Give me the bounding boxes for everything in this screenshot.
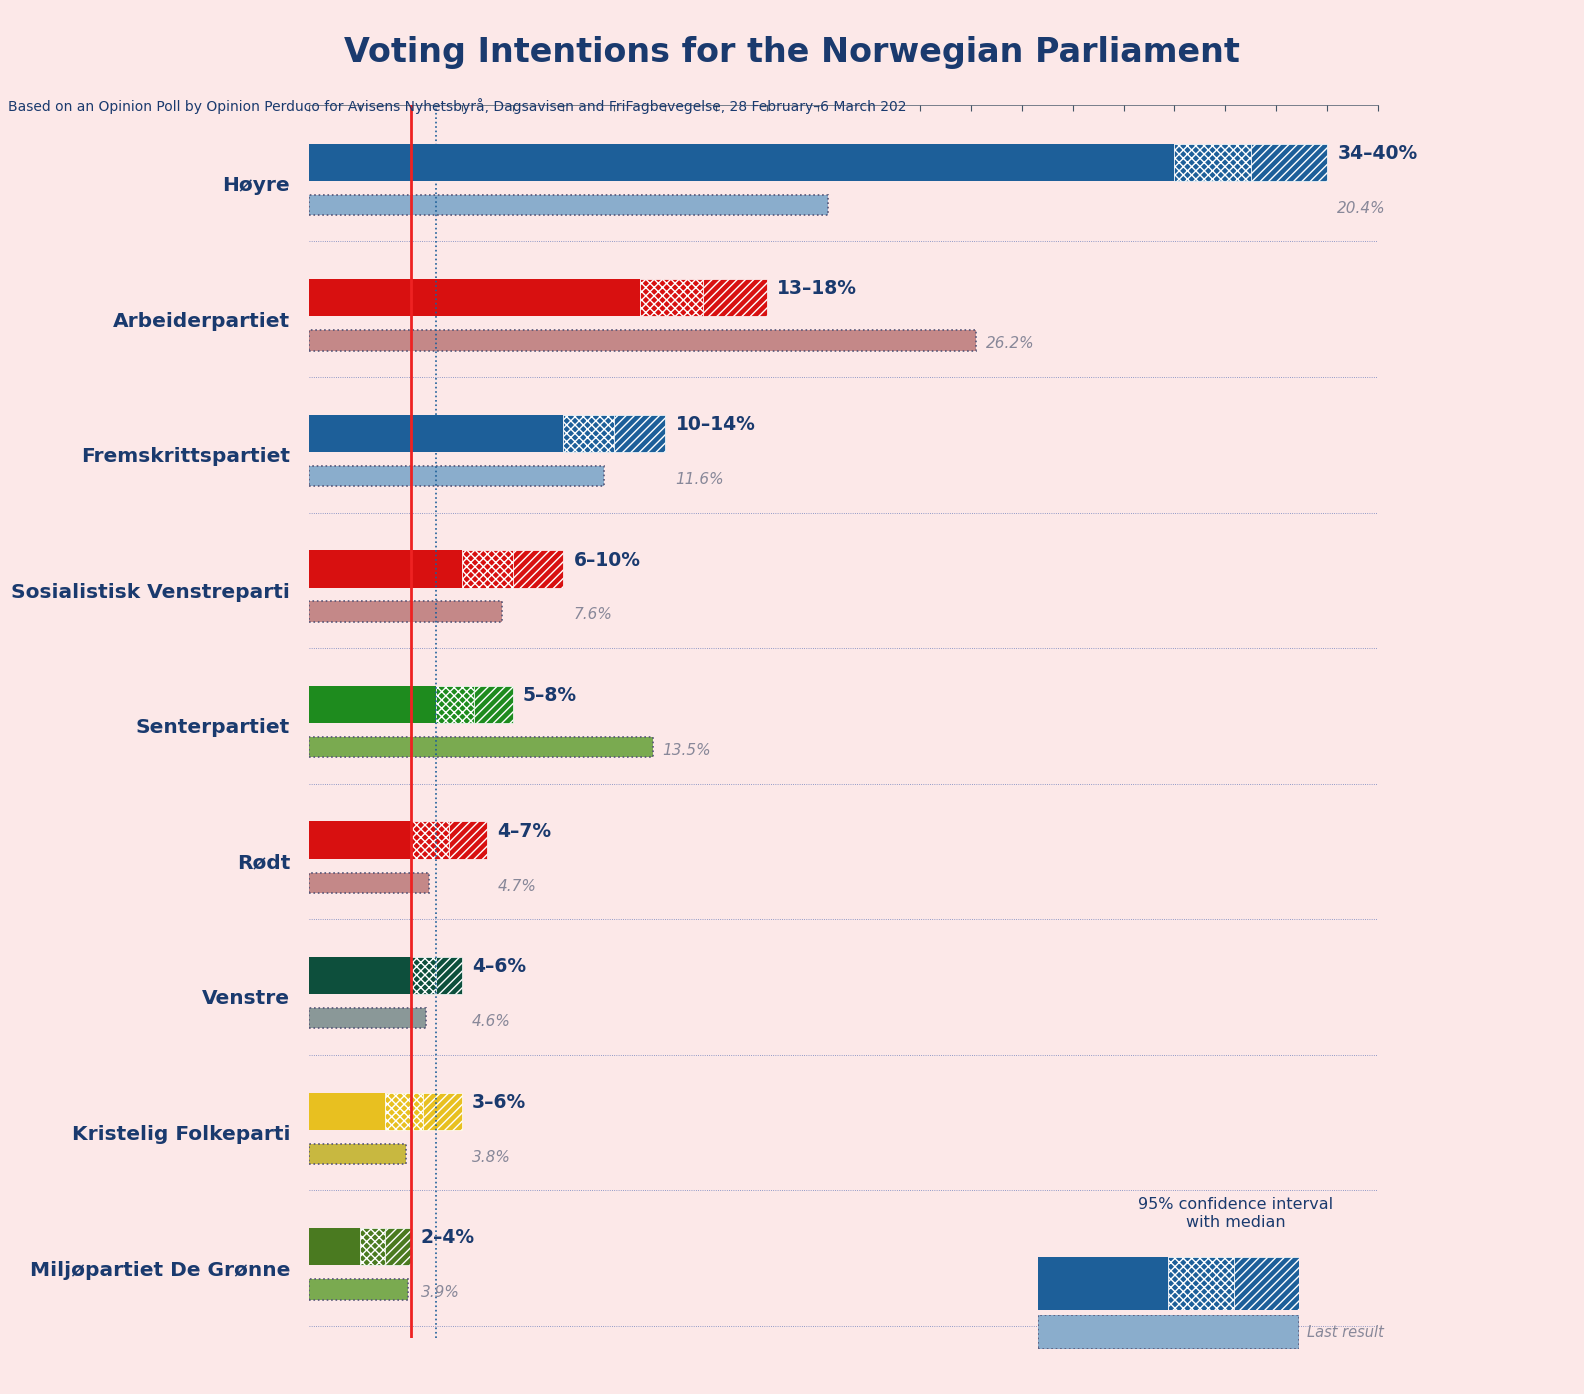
Bar — [703, 279, 767, 316]
Bar — [436, 686, 474, 723]
Bar — [640, 279, 703, 316]
Text: 13.5%: 13.5% — [662, 743, 711, 758]
Bar — [309, 737, 653, 757]
Bar — [309, 873, 429, 894]
Text: 4.7%: 4.7% — [497, 878, 535, 894]
Bar — [309, 1143, 406, 1164]
Text: 4.6%: 4.6% — [472, 1015, 510, 1029]
Bar — [385, 1093, 423, 1129]
Bar — [360, 1228, 385, 1266]
Text: 5–8%: 5–8% — [523, 686, 577, 705]
Text: 7.6%: 7.6% — [573, 608, 613, 623]
Bar — [309, 686, 436, 723]
Bar — [309, 144, 1174, 181]
Text: 3–6%: 3–6% — [472, 1093, 526, 1112]
Bar — [410, 821, 448, 859]
Bar — [1251, 144, 1327, 181]
Bar — [309, 414, 564, 452]
Bar — [309, 1008, 426, 1029]
Text: 6–10%: 6–10% — [573, 551, 640, 570]
Text: 2–4%: 2–4% — [421, 1228, 475, 1248]
Bar — [410, 956, 436, 994]
Bar — [513, 551, 564, 587]
Bar — [461, 551, 513, 587]
Text: 3.8%: 3.8% — [472, 1150, 510, 1165]
Bar — [385, 1228, 410, 1266]
Bar — [309, 279, 640, 316]
Bar — [309, 1280, 409, 1299]
Bar — [423, 1093, 461, 1129]
Text: 10–14%: 10–14% — [675, 415, 756, 434]
Text: Last result: Last result — [1307, 1324, 1384, 1340]
Text: 11.6%: 11.6% — [675, 473, 724, 487]
Text: 3.9%: 3.9% — [421, 1285, 459, 1301]
Text: 13–18%: 13–18% — [778, 279, 857, 298]
Bar — [309, 551, 461, 587]
Text: 95% confidence interval
with median: 95% confidence interval with median — [1137, 1197, 1334, 1230]
Text: 26.2%: 26.2% — [985, 336, 1034, 351]
Text: Voting Intentions for the Norwegian Parliament: Voting Intentions for the Norwegian Parl… — [344, 36, 1240, 70]
Text: 4–6%: 4–6% — [472, 958, 526, 976]
Text: 34–40%: 34–40% — [1337, 144, 1418, 163]
Bar — [309, 195, 828, 215]
Text: Based on an Opinion Poll by Opinion Perduco for Avisens Nyhetsbyrå, Dagsavisen a: Based on an Opinion Poll by Opinion Perd… — [8, 98, 906, 113]
Bar — [309, 956, 410, 994]
Bar — [615, 414, 665, 452]
Bar — [309, 1093, 385, 1129]
Text: 4–7%: 4–7% — [497, 821, 551, 841]
Bar — [448, 821, 488, 859]
Bar — [309, 821, 410, 859]
Bar — [564, 414, 615, 452]
Bar — [309, 601, 502, 622]
Bar — [309, 330, 976, 351]
Bar — [1174, 144, 1251, 181]
Bar — [436, 956, 461, 994]
Text: 20.4%: 20.4% — [1337, 201, 1386, 216]
Bar — [309, 1228, 360, 1266]
Bar — [309, 466, 604, 487]
Bar — [474, 686, 513, 723]
